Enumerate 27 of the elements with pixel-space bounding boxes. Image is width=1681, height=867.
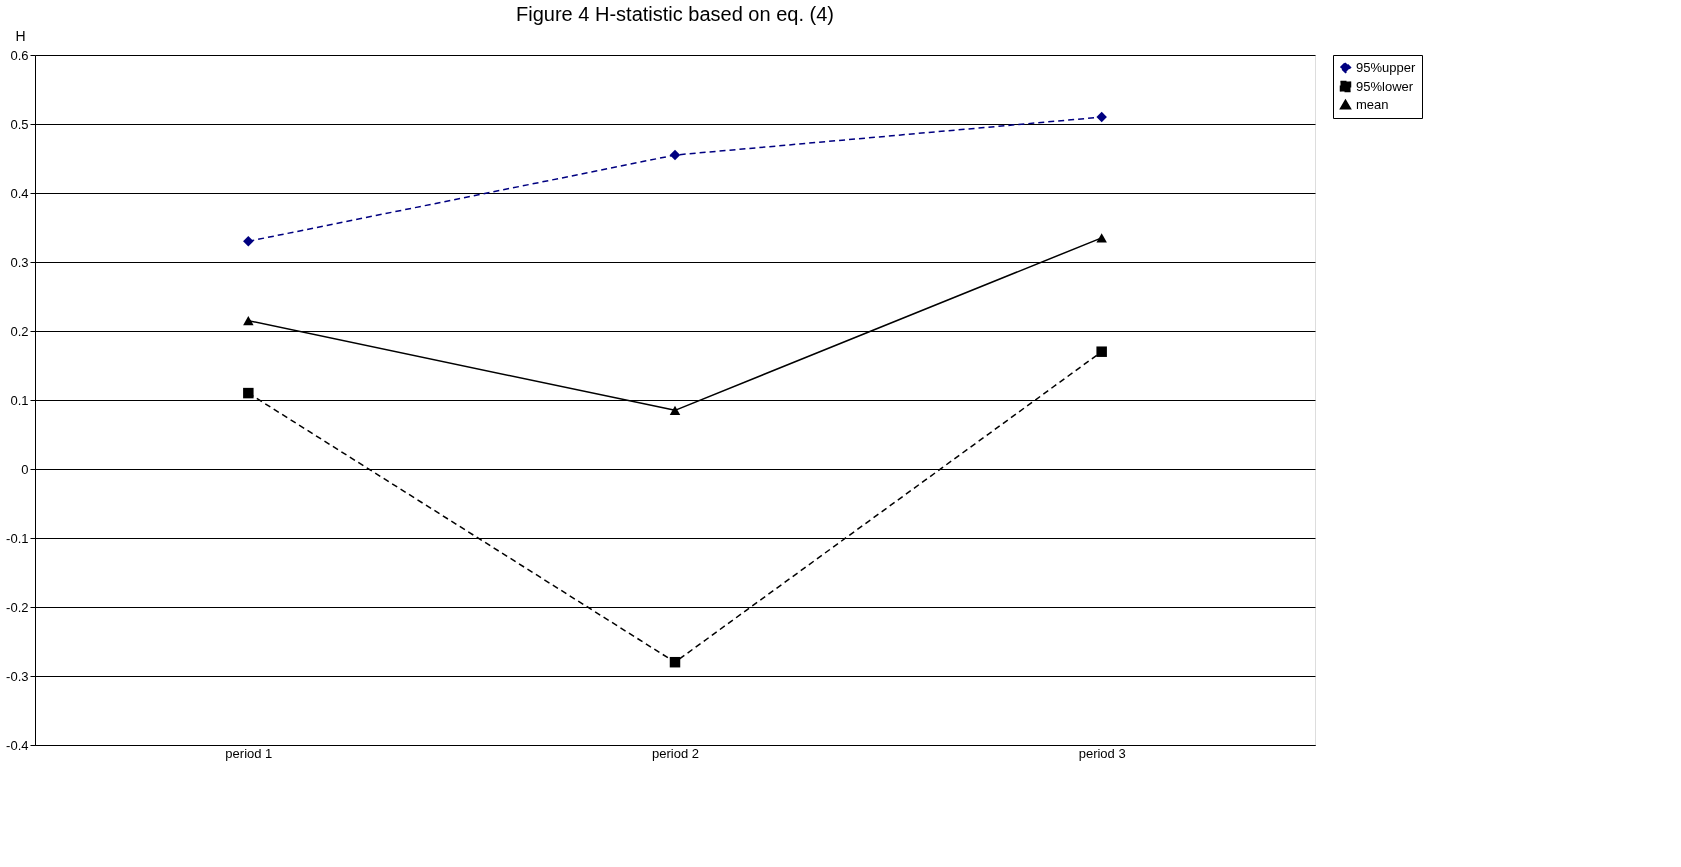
y-tick-label: -0.3	[6, 668, 29, 684]
point	[243, 387, 254, 399]
x-tick-label: period 3	[1078, 745, 1126, 761]
y-tick-label: 0.1	[10, 392, 29, 408]
x-tick-label: period 1	[225, 745, 273, 761]
legend-label: 95%upper	[1356, 59, 1416, 75]
point	[1096, 111, 1107, 123]
x-tick-label: period 2	[652, 745, 699, 761]
y-tick-label: -0.2	[6, 599, 29, 615]
y-tick-label: 0.4	[10, 185, 29, 201]
y-tick-label: 0.6	[10, 47, 29, 63]
y-tick-label: 0	[21, 461, 29, 477]
y-axis-title: H	[15, 27, 26, 44]
point	[1096, 346, 1107, 357]
legend-label: mean	[1356, 96, 1389, 112]
point	[243, 316, 254, 326]
point	[243, 236, 254, 247]
y-tick-label: 0.2	[10, 323, 29, 339]
point	[669, 656, 681, 668]
y-tick-label: 0.5	[10, 116, 29, 132]
y-tick-label: -0.4	[6, 737, 29, 753]
chart-title: Figure 4 H-statistic based on eq. (4)	[516, 3, 834, 25]
y-tick-label: 0.3	[10, 254, 29, 270]
y-tick-label: -0.1	[6, 530, 29, 546]
point	[669, 405, 681, 415]
point	[669, 149, 681, 161]
legend-label: 95%lower	[1356, 78, 1414, 94]
